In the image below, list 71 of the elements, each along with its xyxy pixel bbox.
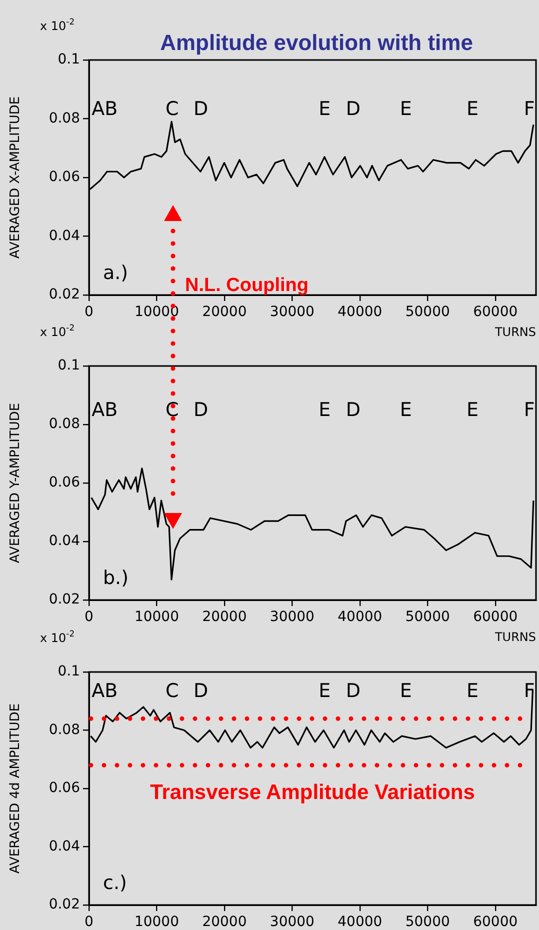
annotation: C [166,398,179,421]
annotation: AB [92,98,118,120]
x-tick-label: 60000 [473,304,518,320]
y-tick-label: 0.08 [48,110,80,126]
x-tick-label: 50000 [405,609,450,626]
y-tick-label: 0.04 [48,838,80,854]
y-axis-title: AVERAGED X-AMPLITUDE [8,96,24,259]
x-tick-label: 50000 [405,304,450,320]
annotation: E [400,98,412,120]
annotation: C [166,680,179,702]
y-axis-title: AVERAGED 4d AMPLITUDE [8,703,24,874]
annotation: E [318,98,331,120]
y-tick-label: 0.08 [48,722,80,738]
annotation: E [318,680,331,702]
x-tick-label: 60000 [473,609,518,626]
annotation: D [193,680,208,702]
ref-line-label: Transverse Amplitude Variations [150,780,475,804]
y-tick-label: 0.1 [58,52,80,68]
annotation: F [524,98,535,120]
x-tick-label: 0 [84,609,94,626]
y-tick-label: 0.1 [58,664,80,680]
y-tick-label: 0.04 [48,533,80,550]
x-tick-label: 30000 [270,304,314,320]
chart-title: Amplitude evolution with time [160,30,473,55]
annotation: D [193,98,208,120]
y-tick-label: 0.06 [48,780,80,796]
x-tick-label: 10000 [134,304,179,320]
x-tick-label: 30000 [270,914,314,930]
x-tick-label: 0 [84,914,94,930]
annotation: a.) [103,262,128,284]
y-tick-label: 0.1 [58,358,80,374]
x-tick-label: 40000 [338,914,382,930]
x-tick-label: 20000 [202,914,247,930]
y-tick-label: 0.06 [48,169,80,186]
annotation: E [400,398,412,421]
annotation: D [346,98,360,120]
x-tick-label: 40000 [338,609,382,626]
y-tick-label: 0.02 [48,592,80,608]
y-tick-label: 0.02 [48,286,80,303]
annotation: E [318,398,331,421]
x-tick-label: 10000 [134,914,179,930]
x-tick-label: 20000 [202,304,247,320]
annotation: F [524,680,535,702]
annotation: D [193,398,208,421]
x-tick-label: 50000 [405,914,450,930]
annotation: AB [92,680,118,702]
annotation: b.) [103,567,129,589]
x-tick-label: 10000 [134,609,179,626]
x-tick-label: 0 [84,304,94,320]
annotation: E [466,398,479,421]
annotation: c.) [103,872,127,894]
x-tick-label: 30000 [270,609,314,626]
annotation: AB [92,398,118,421]
y-tick-label: 0.06 [48,474,80,491]
y-tick-label: 0.02 [48,896,80,913]
annotation: C [166,98,179,120]
y-axis-title: AVERAGED Y-AMPLITUDE [8,402,24,564]
x-axis-title: TURNS [494,630,536,644]
annotation: D [346,680,360,702]
annotation: E [466,98,479,120]
x-tick-label: 20000 [202,609,247,626]
x-tick-label: 40000 [338,304,382,320]
annotation: E [466,680,479,702]
annotation: D [346,398,360,421]
x-tick-label: 60000 [473,914,518,930]
annotation: N.L. Coupling [185,275,308,296]
x-axis-title: TURNS [494,324,536,339]
y-tick-label: 0.08 [48,416,80,432]
annotation: E [400,680,412,702]
annotation: F [524,398,535,421]
y-tick-label: 0.04 [48,228,80,244]
